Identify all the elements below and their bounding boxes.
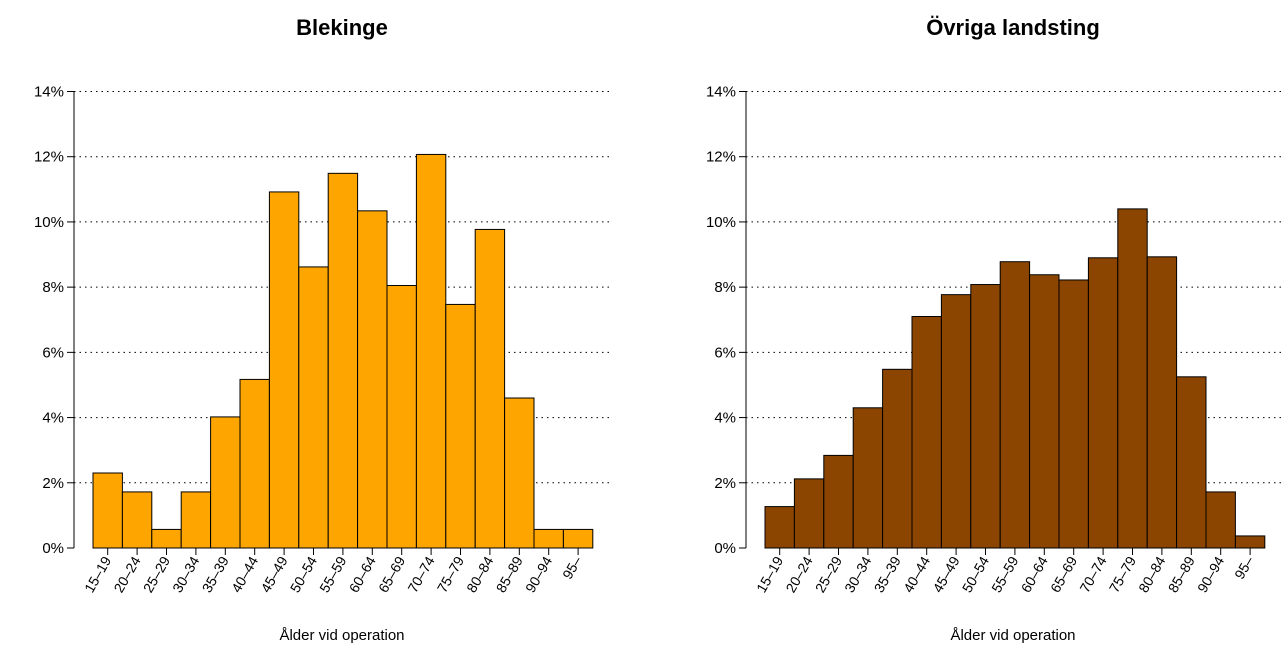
- bar-20–24: [793, 478, 825, 549]
- bar-30–34: [180, 491, 212, 549]
- y-tick-label: 6%: [42, 344, 64, 361]
- x-tick-label: 40–44: [228, 553, 261, 595]
- x-tick-label: 35–39: [199, 553, 232, 595]
- y-tick-label: 2%: [714, 475, 736, 492]
- bar-65–69: [1058, 279, 1089, 549]
- x-tick-label: 85–89: [493, 553, 526, 595]
- x-tick-label: 25–29: [812, 553, 845, 595]
- y-tick-label: 10%: [706, 214, 736, 231]
- chart-ovriga-landsting: 0% 2% 4% 6% 8% 10% 12% 14% 15–1920–2425–2930–343…: [706, 15, 1282, 644]
- bar-15–19: [764, 506, 795, 549]
- x-tick-label: 25–29: [140, 553, 173, 595]
- x-tick-label: 65–69: [1047, 553, 1080, 595]
- bar-75–79: [445, 303, 476, 549]
- bar-20–24: [121, 491, 153, 549]
- x-tick-label: 30–34: [841, 553, 874, 595]
- x-tick-label: 75–79: [434, 553, 467, 595]
- x-axis-label: Ålder vid operation: [950, 627, 1075, 644]
- chart-title: Övriga landsting: [926, 15, 1100, 40]
- y-tick-label: 0%: [714, 540, 736, 557]
- chart-blekinge: 0% 2% 4% 6% 8% 10% 12% 14% 15–1920–2425–2930–343…: [34, 15, 610, 644]
- x-tick-label: 60–64: [346, 553, 379, 595]
- bar-95–: [562, 528, 594, 549]
- x-tick-label: 80–84: [463, 553, 496, 595]
- y-tick-label: 8%: [714, 279, 736, 296]
- y-tick-label: 4%: [714, 410, 736, 427]
- x-tick-label: 75–79: [1106, 553, 1139, 595]
- x-tick-label: 50–54: [959, 553, 992, 595]
- y-tick-label: 4%: [42, 410, 64, 427]
- x-tick-label: 55–59: [316, 553, 349, 595]
- bar-90–94: [1205, 491, 1236, 549]
- x-tick-label: 90–94: [522, 553, 555, 595]
- x-tick-label: 50–54: [287, 553, 320, 595]
- x-tick-label: 20–24: [782, 553, 815, 595]
- bar-55–59: [327, 172, 359, 549]
- bar-70–74: [1087, 257, 1119, 549]
- x-tick-label: 70–74: [1076, 553, 1109, 595]
- bar-40–44: [239, 378, 270, 549]
- y-tick-label: 8%: [42, 279, 64, 296]
- bar-25–29: [151, 528, 182, 549]
- bar-95–: [1234, 535, 1266, 549]
- bar-35–39: [882, 368, 913, 549]
- bar-30–34: [852, 407, 884, 549]
- bar-50–54: [970, 284, 1001, 549]
- bar-75–79: [1117, 208, 1148, 549]
- y-tick-label: 0%: [42, 540, 64, 557]
- x-tick-label: 95–: [1231, 553, 1257, 581]
- x-tick-label: 15–19: [753, 553, 786, 595]
- x-tick-label: 35–39: [871, 553, 904, 595]
- x-tick-label: 30–34: [169, 553, 202, 595]
- bar-55–59: [999, 261, 1031, 549]
- x-tick-label: 85–89: [1165, 553, 1198, 595]
- bar-25–29: [823, 454, 854, 549]
- x-tick-label: 55–59: [988, 553, 1021, 595]
- y-tick-label: 6%: [714, 344, 736, 361]
- x-tick-label: 90–94: [1194, 553, 1227, 595]
- x-tick-label: 70–74: [404, 553, 437, 595]
- y-tick-label: 14%: [34, 84, 64, 101]
- bar-80–84: [1146, 256, 1178, 549]
- bar-65–69: [386, 285, 417, 549]
- x-tick-label: 40–44: [900, 553, 933, 595]
- x-tick-label: 45–49: [929, 553, 962, 595]
- y-tick-label: 12%: [706, 149, 736, 166]
- x-tick-label: 20–24: [110, 553, 143, 595]
- bar-60–64: [1029, 274, 1060, 549]
- bar-70–74: [415, 153, 447, 549]
- x-tick-label: 60–64: [1018, 553, 1051, 595]
- bar-85–89: [504, 397, 535, 549]
- x-tick-label: 15–19: [81, 553, 114, 595]
- x-tick-label: 65–69: [375, 553, 408, 595]
- bar-90–94: [533, 528, 564, 549]
- bar-40–44: [911, 315, 942, 549]
- y-tick-label: 12%: [34, 149, 64, 166]
- x-tick-label: 80–84: [1135, 553, 1168, 595]
- bar-80–84: [474, 228, 506, 549]
- y-tick-label: 10%: [34, 214, 64, 231]
- bar-45–49: [940, 294, 972, 549]
- x-tick-label: 95–: [559, 553, 585, 581]
- bar-85–89: [1176, 376, 1207, 549]
- bar-60–64: [357, 210, 388, 549]
- y-tick-label: 14%: [706, 84, 736, 101]
- bar-35–39: [210, 416, 241, 549]
- x-tick-label: 45–49: [257, 553, 290, 595]
- chart-title: Blekinge: [296, 15, 388, 40]
- y-tick-label: 2%: [42, 475, 64, 492]
- x-axis-label: Ålder vid operation: [279, 627, 404, 644]
- bar-45–49: [268, 191, 300, 549]
- bar-15–19: [92, 472, 123, 549]
- bar-50–54: [298, 266, 329, 549]
